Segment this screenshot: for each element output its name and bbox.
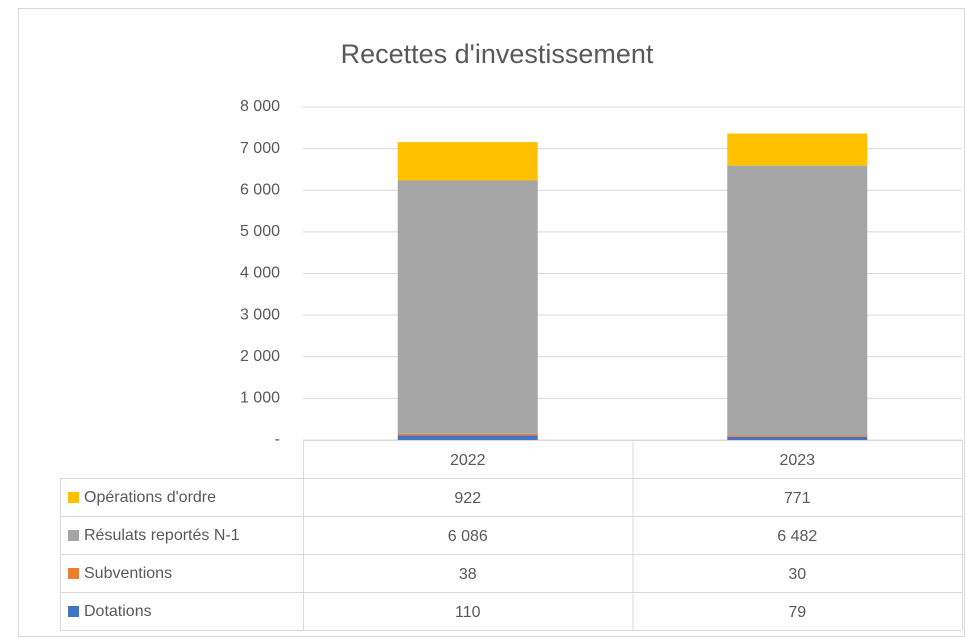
bar-segment	[727, 165, 868, 436]
y-tick-label: 3 000	[240, 306, 280, 323]
legend-label: Subventions	[84, 565, 172, 582]
table-value: 922	[454, 490, 481, 507]
table-value: 30	[788, 566, 806, 583]
legend-label: Opérations d'ordre	[84, 489, 216, 506]
legend-label: Dotations	[84, 603, 152, 620]
x-tick-label: 2022	[450, 452, 486, 469]
table-value: 38	[459, 566, 477, 583]
y-tick-label: 1 000	[240, 390, 280, 407]
bar-segment	[397, 435, 538, 440]
y-tick-label: 2 000	[240, 348, 280, 365]
bar-segment	[727, 436, 868, 440]
legend-key	[68, 530, 79, 541]
table-value: 771	[784, 490, 811, 507]
table-value: 79	[788, 604, 806, 621]
bar-segment	[397, 433, 538, 436]
table-value: 6 482	[777, 528, 817, 545]
y-tick-label: -	[275, 431, 280, 448]
x-tick-label: 2023	[779, 452, 815, 469]
legend-key	[68, 492, 79, 503]
table-value: 110	[455, 604, 481, 621]
bar-segment	[727, 435, 868, 437]
y-tick-label: 8 000	[240, 98, 280, 115]
y-tick-label: 5 000	[240, 223, 280, 240]
legend-key	[68, 568, 79, 579]
legend-key	[68, 606, 79, 617]
legend-label: Résulats reportés N-1	[84, 527, 240, 544]
bar-segment	[397, 180, 538, 434]
chart-title: Recettes d'investissement	[341, 39, 654, 69]
y-tick-label: 7 000	[240, 140, 280, 157]
y-tick-label: 6 000	[240, 181, 280, 198]
bar-segment	[727, 133, 868, 166]
bar-segment	[397, 142, 538, 181]
table-value: 6 086	[448, 528, 488, 545]
y-tick-label: 4 000	[240, 265, 280, 282]
